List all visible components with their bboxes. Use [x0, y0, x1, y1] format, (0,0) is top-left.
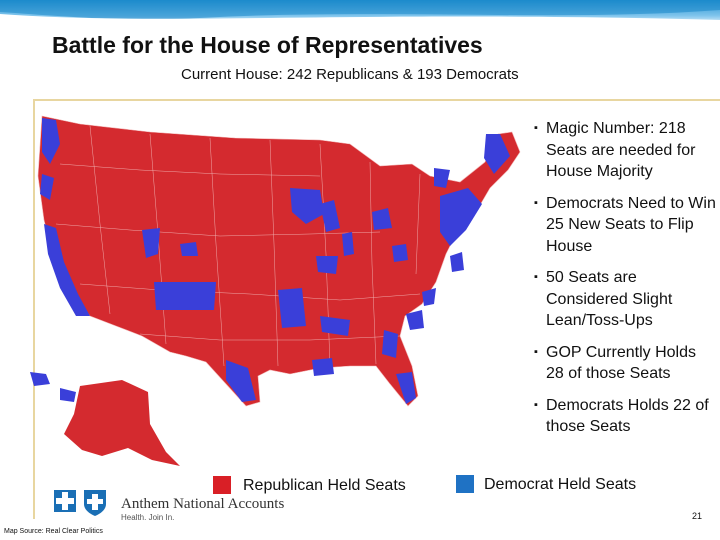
democrat-district-wisconsin — [320, 200, 340, 232]
democrat-district-south-carolina — [422, 288, 436, 306]
democrat-district-chicago — [342, 232, 354, 256]
bullet-item: ▪ Magic Number: 218 Seats are needed for… — [534, 118, 716, 183]
democrat-district-california — [44, 224, 90, 316]
slide-title: Battle for the House of Representatives — [52, 32, 483, 58]
bullet-list: ▪ Magic Number: 218 Seats are needed for… — [534, 118, 716, 448]
bullet-mark: ▪ — [534, 398, 538, 411]
democrat-district-florida — [396, 372, 416, 404]
bullet-mark: ▪ — [534, 271, 538, 283]
democrat-district-new-mexico — [154, 282, 216, 310]
bullet-item: ▪ 50 Seats are Considered Slight Lean/To… — [534, 267, 716, 332]
democrat-district-louisiana — [312, 358, 334, 376]
democrat-district-michigan — [372, 208, 392, 230]
blue-cross-blue-shield-icon — [54, 490, 106, 516]
democrat-district-ohio — [392, 244, 408, 262]
bullet-mark: ▪ — [534, 122, 538, 134]
democrat-district-mid-atlantic — [450, 252, 464, 272]
democrat-district-tennessee — [320, 316, 350, 336]
democrat-district-texas — [226, 360, 256, 402]
legend-democrat-label: Democrat Held Seats — [484, 476, 637, 493]
legend-republican-swatch — [213, 476, 231, 494]
content-divider-vertical — [33, 99, 35, 519]
slide-subtitle: Current House: 242 Republicans & 193 Dem… — [181, 66, 519, 83]
democrat-district-northeast — [440, 188, 482, 246]
democrat-district-georgia — [406, 310, 424, 330]
page-number: 21 — [692, 511, 703, 521]
bullet-text: GOP Currently Holds 28 of those Seats — [546, 343, 696, 383]
democrat-districts — [30, 118, 510, 404]
democrat-district-new-york — [434, 168, 450, 188]
legend-democrat-swatch — [456, 475, 474, 493]
bullet-text: Democrats Need to Win 25 New Seats to Fl… — [546, 194, 716, 255]
map-source: Map Source: Real Clear Politics — [4, 528, 103, 535]
bullet-text: Democrats Holds 22 of those Seats — [546, 396, 709, 436]
democrat-district-alabama — [382, 330, 398, 358]
democrat-district-pacific-nw — [42, 118, 60, 164]
logo-tagline: Health. Join In. — [121, 513, 175, 522]
democrat-district-colorado — [142, 228, 160, 258]
legend-republican-label: Republican Held Seats — [243, 477, 406, 494]
bullet-text: Magic Number: 218 Seats are needed for H… — [546, 120, 696, 180]
bullet-item: ▪ Democrats Holds 22 of those Seats — [534, 395, 716, 438]
republican-districts — [37, 115, 521, 466]
democrat-district-missouri — [316, 256, 338, 274]
democrat-district-denver — [180, 242, 198, 256]
democrat-district-arkansas — [278, 288, 306, 328]
contiguous-us-shape — [37, 115, 521, 407]
bullet-text: 50 Seats are Considered Slight Lean/Toss… — [546, 269, 673, 329]
democrat-district-minnesota — [290, 188, 324, 224]
alaska-shape — [64, 380, 180, 466]
content-divider — [33, 99, 720, 101]
democrat-district-oregon — [40, 174, 54, 200]
bullet-mark: ▪ — [534, 196, 538, 209]
us-house-district-map — [30, 115, 521, 466]
logo-wordmark: Anthem National Accounts — [121, 496, 285, 512]
header-swoosh — [0, 0, 720, 26]
bullet-item: ▪ GOP Currently Holds 28 of those Seats — [534, 342, 716, 385]
democrat-district-hawaii — [30, 372, 50, 386]
democrat-district-hawaii-2 — [60, 388, 76, 402]
bullet-mark: ▪ — [534, 345, 538, 358]
bullet-item: ▪ Democrats Need to Win 25 New Seats to … — [534, 193, 716, 258]
democrat-district-maine — [484, 134, 510, 174]
